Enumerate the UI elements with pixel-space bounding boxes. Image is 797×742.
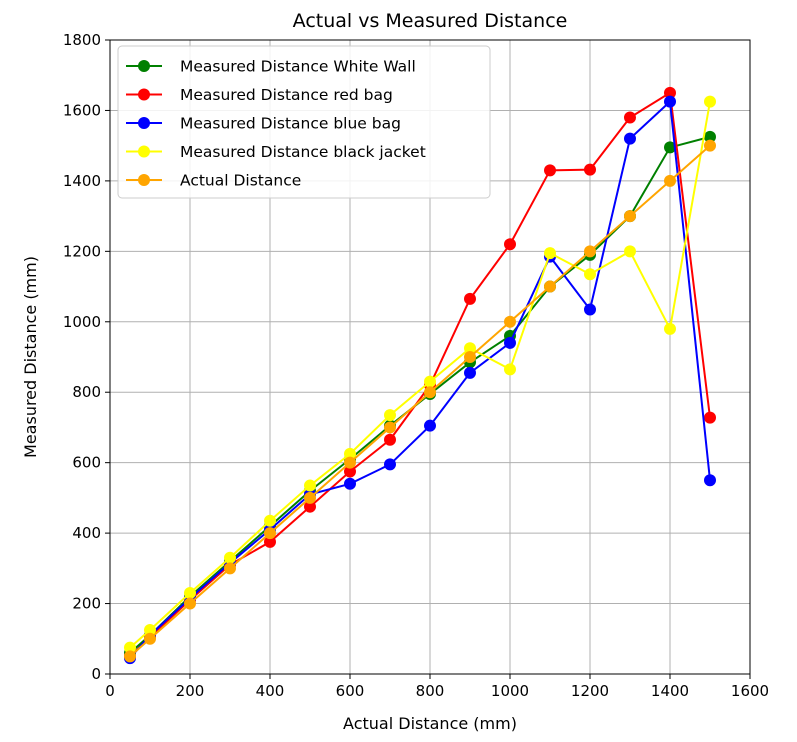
y-tick-label: 400	[72, 524, 101, 542]
y-tick-label: 0	[91, 665, 101, 683]
data-point	[464, 351, 476, 363]
data-point	[504, 238, 516, 251]
data-point	[664, 174, 676, 187]
data-point	[704, 130, 716, 143]
y-tick-label: 800	[72, 383, 101, 401]
data-point	[504, 315, 516, 328]
legend-marker	[138, 88, 150, 101]
series-3	[124, 95, 716, 654]
x-tick-label: 200	[176, 682, 205, 700]
data-point	[664, 86, 676, 99]
x-tick-label: 1000	[491, 682, 529, 700]
x-tick-label: 400	[256, 682, 285, 700]
data-point	[224, 562, 236, 575]
data-point	[704, 139, 716, 152]
legend-marker	[138, 174, 150, 186]
data-point	[584, 303, 596, 316]
x-tick-label: 0	[105, 682, 115, 700]
series-line	[129, 99, 711, 659]
y-tick-label: 1200	[63, 242, 101, 260]
data-point	[544, 247, 556, 260]
data-point	[664, 141, 676, 154]
data-point	[264, 514, 276, 527]
y-tick-label: 600	[72, 454, 101, 472]
data-point	[344, 447, 356, 460]
y-tick-label: 1400	[63, 172, 101, 190]
data-point	[464, 366, 476, 379]
x-tick-label: 800	[416, 682, 445, 700]
data-point	[584, 245, 596, 258]
series-line	[129, 91, 711, 658]
legend-marker	[138, 145, 150, 158]
data-point	[224, 551, 236, 564]
data-point	[124, 641, 136, 654]
data-point	[424, 375, 436, 388]
y-tick-label: 200	[72, 595, 101, 613]
data-point	[584, 268, 596, 281]
y-axis-label: Measured Distance (mm)	[21, 256, 40, 458]
data-point	[124, 650, 136, 663]
legend-label: Measured Distance blue bag	[180, 115, 401, 133]
x-tick-label: 600	[336, 682, 365, 700]
data-point	[584, 163, 596, 176]
data-point	[624, 111, 636, 124]
data-point	[384, 421, 396, 434]
data-point	[464, 342, 476, 355]
data-point	[704, 95, 716, 108]
legend-label: Measured Distance black jacket	[180, 143, 426, 161]
x-tick-label: 1200	[571, 682, 609, 700]
legend: Measured Distance White Wall Measured Dis…	[117, 45, 491, 199]
legend-label: Measured Distance White Wall	[180, 58, 416, 76]
series-group	[124, 86, 716, 665]
data-point	[344, 465, 356, 478]
data-point	[304, 491, 316, 504]
data-point	[464, 292, 476, 305]
legend-marker	[138, 60, 150, 72]
data-point	[544, 280, 556, 293]
y-tick-label: 1600	[63, 101, 101, 119]
legend-label: Measured Distance red bag	[180, 86, 393, 104]
data-point	[624, 210, 636, 223]
x-tick-label: 1600	[731, 682, 769, 700]
data-point	[304, 500, 316, 513]
x-axis-label: Actual Distance (mm)	[343, 714, 517, 733]
series-4	[124, 139, 716, 663]
data-point	[384, 458, 396, 471]
data-point	[624, 132, 636, 145]
data-point	[504, 363, 516, 376]
data-point	[144, 623, 156, 636]
ticks: 0 200 400 600 800 1000 1200 1400 1600 0 200 400 600 8…	[63, 31, 769, 700]
data-point	[664, 322, 676, 335]
data-point	[144, 632, 156, 645]
data-point	[184, 597, 196, 610]
data-point	[424, 419, 436, 432]
data-point	[384, 409, 396, 422]
data-point	[304, 479, 316, 492]
y-tick-label: 1800	[63, 31, 101, 49]
data-point	[704, 411, 716, 424]
data-point	[184, 586, 196, 599]
data-point	[344, 477, 356, 490]
series-line	[129, 101, 711, 649]
x-tick-label: 1400	[651, 682, 689, 700]
legend-marker	[138, 117, 150, 129]
legend-label: Actual Distance	[180, 172, 301, 190]
y-tick-label: 1000	[63, 313, 101, 331]
data-point	[424, 386, 436, 399]
data-point	[344, 456, 356, 469]
data-point	[544, 164, 556, 177]
data-point	[664, 95, 676, 108]
legend-box	[117, 45, 491, 199]
data-point	[264, 527, 276, 540]
data-point	[384, 433, 396, 446]
data-point	[704, 474, 716, 487]
series-line	[129, 144, 711, 658]
chart-title: Actual vs Measured Distance	[293, 10, 568, 32]
data-point	[504, 336, 516, 349]
data-point	[264, 535, 276, 548]
data-point	[624, 245, 636, 258]
